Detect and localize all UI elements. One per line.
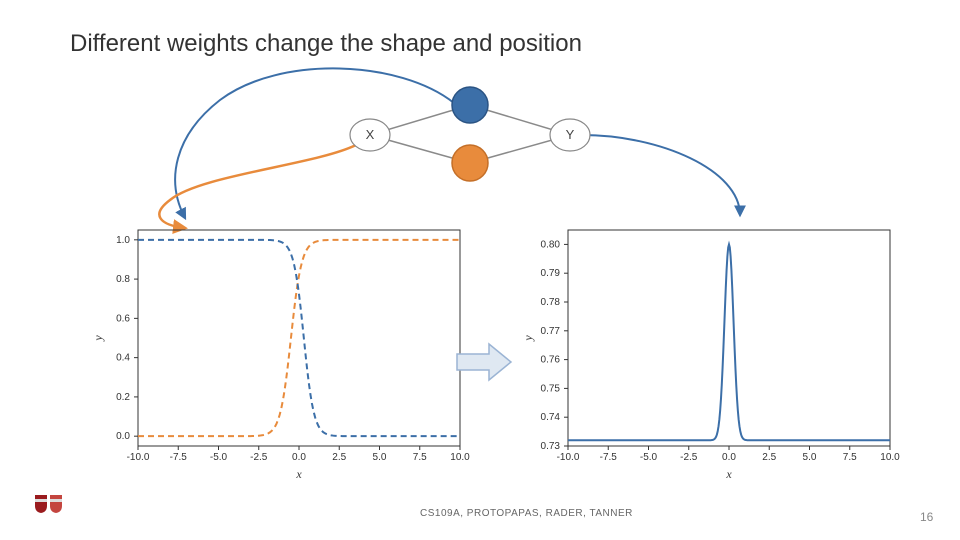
svg-text:0.78: 0.78	[541, 297, 561, 308]
svg-text:-5.0: -5.0	[640, 452, 658, 463]
svg-text:0.8: 0.8	[116, 274, 130, 285]
svg-text:0.2: 0.2	[116, 392, 130, 403]
svg-text:-2.5: -2.5	[680, 452, 698, 463]
svg-text:0.0: 0.0	[722, 452, 736, 463]
svg-text:-2.5: -2.5	[250, 452, 268, 463]
svg-text:X: X	[366, 127, 375, 142]
svg-text:y: y	[521, 335, 535, 342]
svg-text:-10.0: -10.0	[127, 452, 150, 463]
svg-text:x: x	[295, 467, 302, 481]
svg-text:Y: Y	[566, 127, 575, 142]
svg-text:7.5: 7.5	[413, 452, 427, 463]
svg-text:5.0: 5.0	[803, 452, 817, 463]
svg-text:0.77: 0.77	[541, 326, 561, 337]
svg-text:2.5: 2.5	[762, 452, 776, 463]
svg-text:0.73: 0.73	[541, 441, 561, 452]
svg-text:x: x	[725, 467, 732, 481]
svg-text:0.0: 0.0	[116, 431, 130, 442]
svg-text:0.74: 0.74	[541, 412, 561, 423]
arrow-x-to-leftchart	[159, 145, 356, 228]
svg-text:0.75: 0.75	[541, 383, 561, 394]
svg-text:0.4: 0.4	[116, 353, 130, 364]
svg-text:-7.5: -7.5	[170, 452, 188, 463]
svg-text:0.80: 0.80	[541, 239, 561, 250]
svg-text:0.0: 0.0	[292, 452, 306, 463]
svg-text:-10.0: -10.0	[557, 452, 580, 463]
svg-text:10.0: 10.0	[450, 452, 470, 463]
transform-arrow-icon	[455, 340, 515, 385]
network-diagram: XY	[330, 85, 610, 185]
svg-text:0.79: 0.79	[541, 268, 561, 279]
chart-right-peak: -10.0 -7.5 -5.0 -2.5 0.0 2.5 5.0 7.5 10.0 0.73 0.7…	[520, 222, 900, 482]
svg-text:1.0: 1.0	[116, 235, 130, 246]
chart-left-sigmoids: -10.0 -7.5 -5.0 -2.5 0.0 2.5 5.0 7.5 10.0 0.0 0.2 0…	[90, 222, 470, 482]
svg-text:0.6: 0.6	[116, 313, 130, 324]
svg-text:10.0: 10.0	[880, 452, 900, 463]
svg-text:y: y	[91, 335, 105, 342]
svg-text:-7.5: -7.5	[600, 452, 618, 463]
svg-text:-5.0: -5.0	[210, 452, 228, 463]
svg-text:2.5: 2.5	[332, 452, 346, 463]
svg-text:0.76: 0.76	[541, 355, 561, 366]
svg-text:7.5: 7.5	[843, 452, 857, 463]
svg-text:5.0: 5.0	[373, 452, 387, 463]
